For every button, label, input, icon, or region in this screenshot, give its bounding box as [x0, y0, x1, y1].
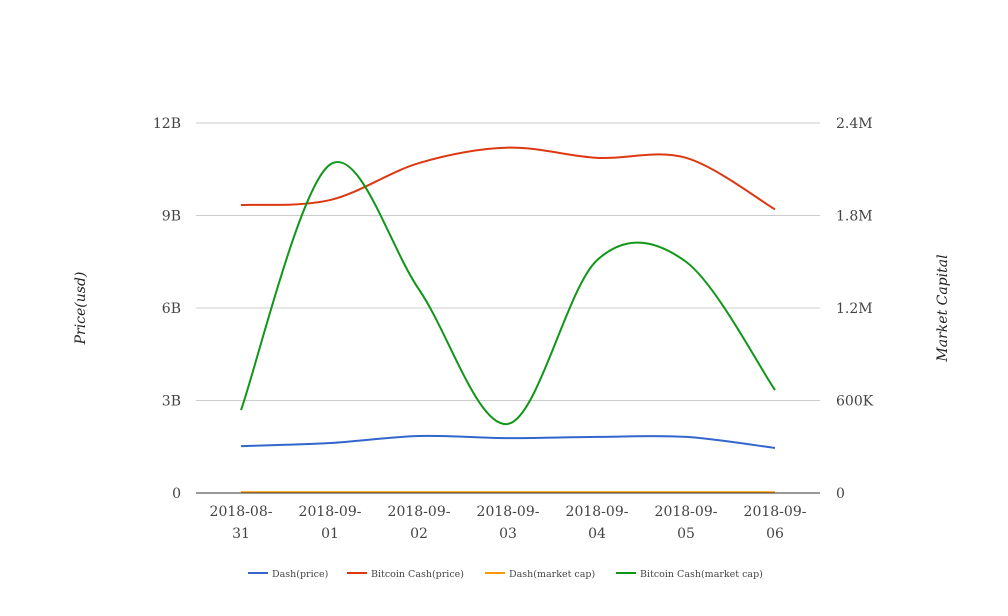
- y2-tick-label: 0: [836, 486, 845, 502]
- x-tick-line: 2018-09-: [299, 504, 362, 520]
- x-tick-line: 2018-09-: [388, 504, 451, 520]
- y-tick-label: 3B: [162, 394, 181, 410]
- x-tick-line: 02: [410, 526, 428, 542]
- y2-tick-label: 2.4M: [836, 116, 873, 132]
- x-tick-label: 2018-09- 03: [477, 504, 540, 542]
- y2-tick-label: 1.2M: [836, 301, 873, 317]
- x-tick-label: 2018-09- 01: [299, 504, 362, 542]
- legend-label: Dash(market cap): [509, 569, 595, 580]
- x-tick-line: 01: [321, 526, 339, 542]
- y-axis-title: Price(usd): [73, 272, 89, 346]
- y2-tick-label: 1.8M: [836, 209, 873, 225]
- y-tick-label: 6B: [162, 301, 181, 317]
- legend-label: Bitcoin Cash(price): [371, 569, 464, 580]
- x-tick-label: 2018-09- 04: [566, 504, 629, 542]
- x-tick-line: 2018-09-: [655, 504, 718, 520]
- y2-tick-label: 600K: [836, 394, 874, 410]
- series-line-dash-price: [240, 434, 776, 449]
- series-line-bitcoin-cash-market-cap: [240, 161, 776, 425]
- legend-label: Bitcoin Cash(market cap): [640, 569, 763, 580]
- x-tick-line: 31: [232, 526, 250, 542]
- x-tick-label: 2018-09- 06: [744, 504, 807, 542]
- x-tick-line: 2018-08-: [210, 504, 273, 520]
- x-tick-line: 2018-09-: [566, 504, 629, 520]
- x-tick-label: 2018-09- 05: [655, 504, 718, 542]
- x-tick-label: 2018-09- 02: [388, 504, 451, 542]
- x-tick-line: 03: [499, 526, 517, 542]
- x-tick-line: 05: [677, 526, 695, 542]
- y-tick-label: 0: [172, 486, 181, 502]
- x-tick-line: 2018-09-: [744, 504, 807, 520]
- y-tick-label: 12B: [153, 116, 181, 132]
- x-tick-line: 04: [588, 526, 606, 542]
- legend-label: Dash(price): [272, 569, 328, 580]
- y2-axis-title: Market Capital: [935, 254, 951, 362]
- series-line-bitcoin-cash-price: [240, 146, 776, 211]
- x-tick-line: 2018-09-: [477, 504, 540, 520]
- x-tick-line: 06: [766, 526, 784, 542]
- y-tick-label: 9B: [162, 209, 181, 225]
- x-tick-label: 2018-08- 31: [210, 504, 273, 542]
